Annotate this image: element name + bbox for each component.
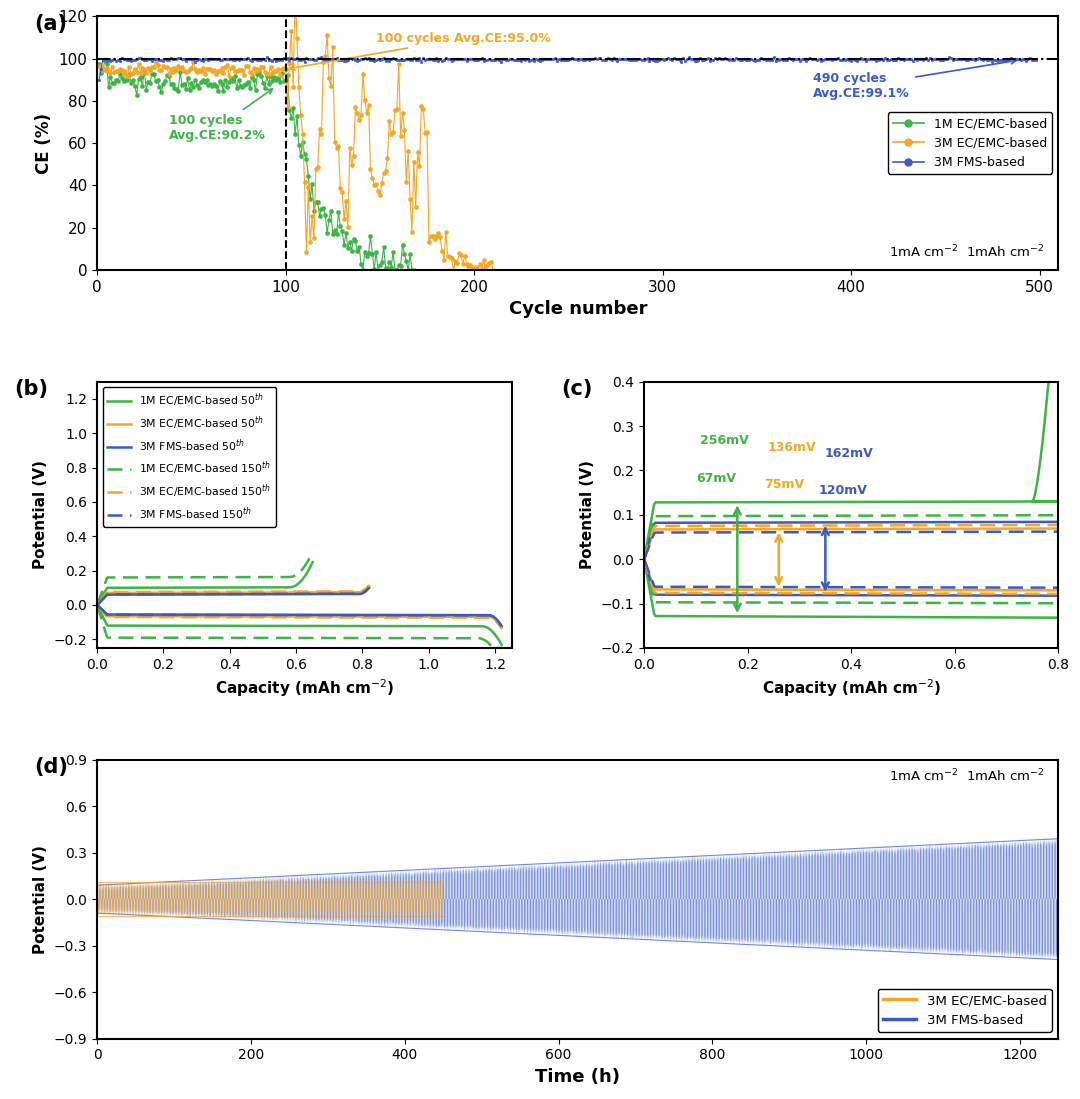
Text: 1mA cm$^{-2}$  1mAh cm$^{-2}$: 1mA cm$^{-2}$ 1mAh cm$^{-2}$ (889, 243, 1044, 259)
Legend: 1M EC/EMC-based 50$^{th}$, 3M EC/EMC-based 50$^{th}$, 3M FMS-based 50$^{th}$, 1M: 1M EC/EMC-based 50$^{th}$, 3M EC/EMC-bas… (103, 387, 275, 526)
Text: 136mV: 136mV (768, 441, 816, 454)
Y-axis label: Potential (V): Potential (V) (33, 460, 49, 569)
Text: 100 cycles Avg.CE:95.0%: 100 cycles Avg.CE:95.0% (291, 32, 551, 70)
X-axis label: Cycle number: Cycle number (509, 300, 647, 319)
X-axis label: Capacity (mAh cm$^{-2}$): Capacity (mAh cm$^{-2}$) (761, 677, 941, 699)
Y-axis label: Potential (V): Potential (V) (33, 845, 49, 954)
Y-axis label: Potential (V): Potential (V) (580, 460, 595, 569)
Y-axis label: CE (%): CE (%) (35, 113, 53, 174)
Text: 120mV: 120mV (819, 484, 868, 497)
X-axis label: Capacity (mAh cm$^{-2}$): Capacity (mAh cm$^{-2}$) (215, 677, 394, 699)
Text: 67mV: 67mV (697, 471, 737, 485)
Text: (a): (a) (35, 14, 68, 34)
Text: (c): (c) (562, 379, 593, 399)
Text: 256mV: 256mV (700, 434, 748, 447)
X-axis label: Time (h): Time (h) (536, 1068, 620, 1086)
Legend: 1M EC/EMC-based, 3M EC/EMC-based, 3M FMS-based: 1M EC/EMC-based, 3M EC/EMC-based, 3M FMS… (888, 112, 1052, 174)
Text: 100 cycles
Avg.CE:90.2%: 100 cycles Avg.CE:90.2% (168, 89, 272, 142)
Legend: 3M EC/EMC-based, 3M FMS-based: 3M EC/EMC-based, 3M FMS-based (878, 989, 1052, 1032)
Text: (b): (b) (14, 379, 49, 399)
Text: (d): (d) (35, 757, 69, 777)
Text: 1mA cm$^{-2}$  1mAh cm$^{-2}$: 1mA cm$^{-2}$ 1mAh cm$^{-2}$ (889, 768, 1044, 785)
Text: 490 cycles
Avg.CE:99.1%: 490 cycles Avg.CE:99.1% (813, 59, 1016, 100)
Text: 162mV: 162mV (824, 447, 873, 460)
Text: 75mV: 75mV (764, 478, 804, 491)
